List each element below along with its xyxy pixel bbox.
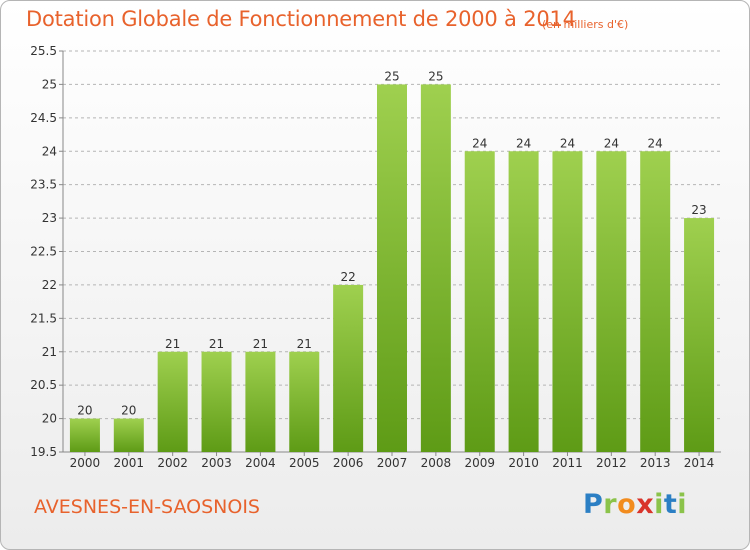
logo-letter: i (677, 489, 688, 520)
x-tick-label: 2005 (289, 456, 320, 470)
y-tick-label: 24 (42, 144, 57, 158)
value-label: 24 (604, 136, 619, 150)
x-tick-label: 2013 (640, 456, 671, 470)
place-name: AVESNES-EN-SAOSNOIS (34, 496, 260, 518)
logo-letter: i (654, 489, 664, 520)
y-tick-labels: 19.5 20 20.5 21 21.5 22 22.5 23 23.5 24 24.5 25 25.5 (30, 44, 57, 459)
bar-2011 (552, 151, 583, 452)
y-tick-label: 22 (42, 278, 57, 292)
x-tick-label: 2007 (377, 456, 408, 470)
chart-unit-label: (en milliers d'€) (542, 18, 629, 31)
value-label: 23 (691, 203, 706, 217)
y-tick-label: 24.5 (30, 111, 57, 125)
value-label: 25 (384, 69, 399, 83)
x-tick-label: 2014 (684, 456, 715, 470)
bar-2003 (201, 351, 232, 452)
bar-2004 (245, 351, 276, 452)
value-label: 24 (516, 136, 531, 150)
x-tick-label: 2004 (245, 456, 276, 470)
logo-letter: t (663, 489, 678, 520)
bar-2008 (420, 84, 451, 453)
bar-2013 (640, 151, 671, 452)
value-label: 20 (77, 404, 92, 418)
y-tick-label: 22.5 (30, 245, 57, 259)
bar-2007 (377, 84, 407, 453)
bar-2012 (596, 151, 627, 452)
x-tick-label: 2003 (201, 456, 232, 470)
y-tick-label: 25 (42, 77, 57, 91)
x-tick-label: 2008 (421, 456, 452, 470)
bar-2006 (333, 284, 364, 452)
bar-2010 (508, 151, 539, 452)
y-tick-label: 23 (42, 211, 57, 225)
value-label: 21 (165, 337, 180, 351)
value-label: 22 (340, 270, 355, 284)
logo-letter: o (617, 489, 637, 520)
value-label: 21 (209, 337, 224, 351)
y-tick-label: 25.5 (30, 44, 57, 58)
value-label: 24 (472, 136, 487, 150)
logo-letter: P (583, 489, 604, 520)
value-label: 21 (253, 337, 268, 351)
value-label: 24 (560, 136, 575, 150)
y-tick-label: 21 (42, 345, 57, 359)
x-tick-label: 2012 (596, 456, 627, 470)
logo-letter: x (636, 489, 655, 520)
x-tick-label: 2011 (552, 456, 583, 470)
x-tick-labels: 2000 2001 2002 2003 2004 2005 2006 2007 2008 2009… (70, 456, 715, 470)
y-tick-label: 23.5 (30, 178, 57, 192)
x-tick-label: 2000 (70, 456, 101, 470)
y-tick-label: 20.5 (30, 378, 57, 392)
y-tick-label: 19.5 (30, 445, 57, 459)
y-tick-label: 21.5 (30, 311, 57, 325)
value-label: 21 (297, 337, 312, 351)
bar-2014 (684, 218, 715, 452)
y-tick-label: 20 (42, 412, 57, 426)
bar-2002 (157, 351, 188, 452)
x-tick-label: 2006 (333, 456, 364, 470)
value-label: 25 (428, 69, 443, 83)
x-tick-label: 2010 (508, 456, 539, 470)
proxiti-logo: Proxiti (583, 489, 687, 520)
value-label: 20 (121, 404, 136, 418)
bar-2000 (69, 418, 100, 452)
bar-2005 (289, 351, 320, 452)
chart-title: Dotation Globale de Fonctionnement de 20… (26, 7, 576, 31)
logo-letter: r (603, 489, 618, 520)
value-label: 24 (648, 136, 663, 150)
bars (69, 84, 715, 453)
value-labels: 20 20 21 21 21 21 22 25 25 24 24 24 24 24 23 (77, 69, 706, 417)
bar-2001 (113, 418, 144, 452)
x-tick-label: 2002 (157, 456, 188, 470)
x-tick-label: 2001 (114, 456, 145, 470)
x-tick-label: 2009 (464, 456, 495, 470)
bar-2009 (464, 151, 495, 452)
